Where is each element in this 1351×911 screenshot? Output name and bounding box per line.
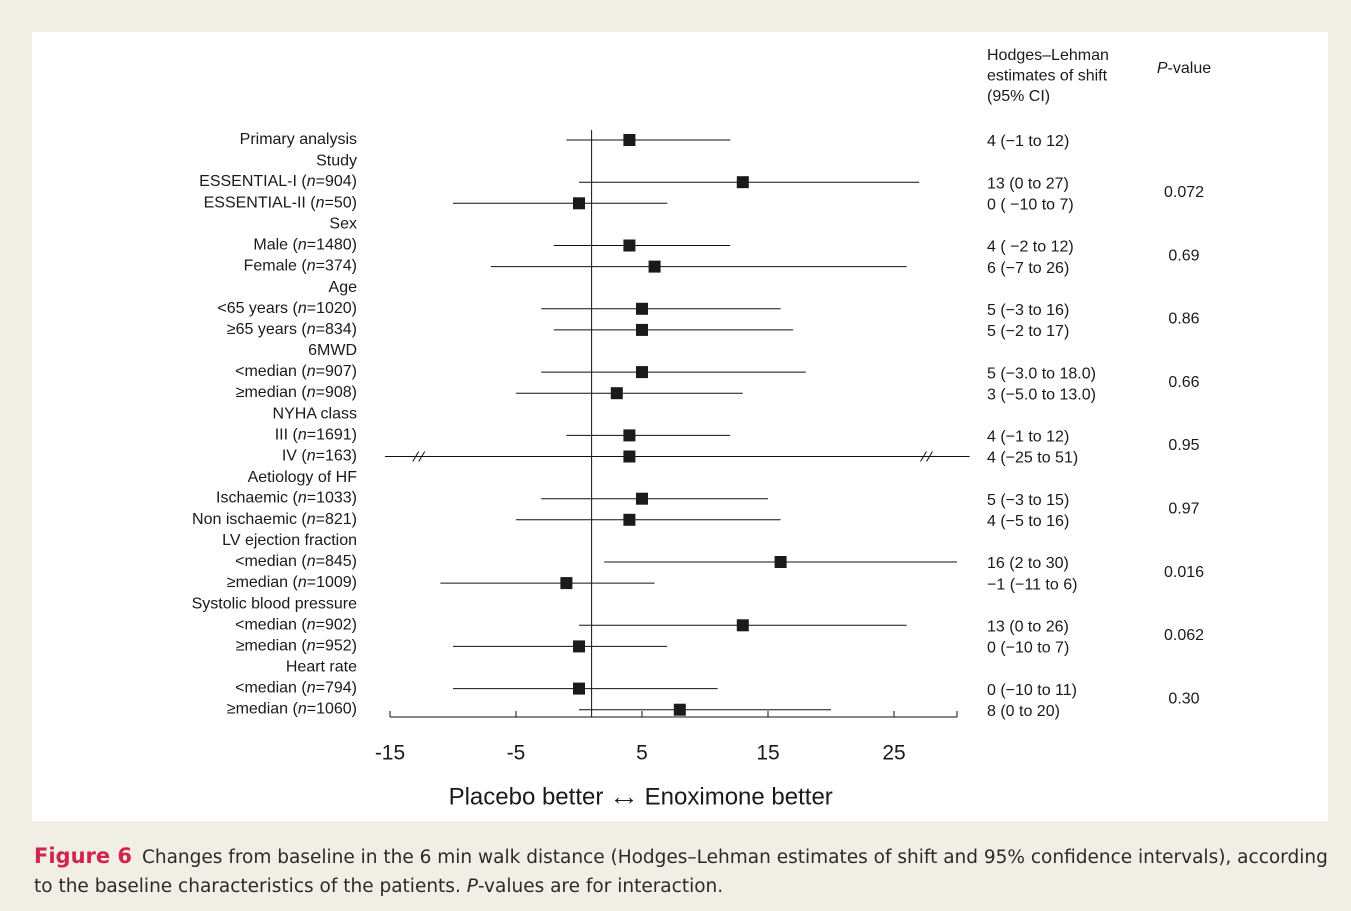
point-estimate bbox=[648, 260, 661, 273]
subgroup-header: Heart rate bbox=[286, 659, 357, 676]
row-label: <median (n=845) bbox=[235, 553, 357, 570]
row-label: III (n=1691) bbox=[275, 427, 357, 444]
estimate-text: 4 (−1 to 12) bbox=[987, 133, 1069, 150]
x-tick-label: -5 bbox=[507, 742, 526, 765]
x-tick-label: 25 bbox=[882, 742, 905, 765]
point-estimate bbox=[573, 640, 585, 653]
point-estimate bbox=[736, 619, 749, 632]
p-value: 0.86 bbox=[1168, 311, 1199, 328]
estimate-column-header: (95% CI) bbox=[987, 88, 1050, 105]
row-label: ≥median (n=952) bbox=[236, 638, 357, 655]
axis-break-mark bbox=[412, 451, 420, 462]
estimate-text: 0 ( −10 to 7) bbox=[987, 197, 1074, 214]
axis-break-mark bbox=[920, 451, 927, 462]
row-label: Male (n=1480) bbox=[253, 237, 357, 254]
p-value: 0.062 bbox=[1164, 627, 1204, 644]
point-estimate bbox=[623, 134, 636, 146]
row-label: ESSENTIAL-II (n=50) bbox=[204, 195, 357, 212]
estimate-column-header: Hodges–Lehman bbox=[987, 47, 1109, 64]
estimate-text: 3 (−5.0 to 13.0) bbox=[987, 386, 1096, 403]
point-estimate bbox=[573, 197, 585, 210]
row-label: ESSENTIAL-I (n=904) bbox=[199, 173, 357, 190]
row-label: Non ischaemic (n=821) bbox=[192, 511, 357, 528]
estimate-text: 5 (−3 to 15) bbox=[987, 492, 1069, 509]
row-label: <median (n=907) bbox=[235, 363, 357, 380]
estimate-text: 4 (−1 to 12) bbox=[987, 429, 1069, 446]
x-tick-label: -15 bbox=[375, 742, 405, 765]
axis-break-mark bbox=[926, 451, 933, 462]
subgroup-header: Systolic blood pressure bbox=[192, 595, 358, 612]
axis-break-mark bbox=[418, 451, 426, 462]
estimate-text: 5 (−3 to 16) bbox=[987, 302, 1069, 319]
row-label: ≥65 years (n=834) bbox=[227, 321, 357, 338]
row-label: <median (n=902) bbox=[235, 617, 357, 634]
p-value: 0.66 bbox=[1168, 374, 1199, 391]
estimate-text: 8 (0 to 20) bbox=[987, 703, 1060, 720]
row-label: ≥median (n=1009) bbox=[227, 574, 357, 591]
row-label: <median (n=794) bbox=[235, 680, 357, 697]
row-label: ≥median (n=908) bbox=[236, 384, 357, 401]
caption-text-1: Changes from baseline in the 6 min walk … bbox=[34, 847, 1328, 897]
estimate-text: 6 (−7 to 26) bbox=[987, 260, 1069, 277]
subgroup-header: NYHA class bbox=[273, 406, 357, 423]
estimate-text: 13 (0 to 26) bbox=[987, 619, 1069, 636]
point-estimate bbox=[573, 682, 585, 695]
point-estimate bbox=[673, 703, 686, 716]
p-value: 0.016 bbox=[1164, 564, 1204, 581]
estimate-text: 16 (2 to 30) bbox=[987, 555, 1069, 572]
row-label: IV (n=163) bbox=[282, 448, 357, 465]
point-estimate bbox=[623, 429, 636, 442]
figure-caption: Figure 6 Changes from baseline in the 6 … bbox=[34, 842, 1334, 901]
p-value: 0.97 bbox=[1168, 500, 1199, 517]
subgroup-header: Sex bbox=[329, 216, 357, 233]
forest-plot: Hodges–Lehman estimates of shift (95% CI) P… bbox=[192, 47, 1212, 810]
estimate-text: 5 (−3.0 to 18.0) bbox=[987, 365, 1096, 382]
point-estimate bbox=[636, 492, 648, 505]
subgroup-header: Aetiology of HF bbox=[248, 469, 358, 486]
caption-p-italic: P bbox=[466, 876, 478, 897]
estimate-text: 13 (0 to 27) bbox=[987, 175, 1069, 192]
row-label: <65 years (n=1020) bbox=[217, 300, 357, 317]
estimate-text: 4 (−5 to 16) bbox=[987, 513, 1069, 530]
point-estimate bbox=[636, 366, 648, 379]
estimate-text: 0 (−10 to 11) bbox=[987, 682, 1077, 699]
point-estimate bbox=[560, 577, 573, 590]
subgroup-header: Age bbox=[329, 279, 358, 296]
point-estimate bbox=[623, 239, 636, 252]
p-value: 0.95 bbox=[1168, 437, 1199, 454]
estimate-text: −1 (−11 to 6) bbox=[987, 576, 1077, 593]
row-label: Female (n=374) bbox=[244, 258, 357, 275]
estimate-text: 4 (−25 to 51) bbox=[987, 450, 1078, 467]
point-estimate bbox=[736, 176, 749, 189]
estimate-text: 0 (−10 to 7) bbox=[987, 640, 1069, 657]
estimate-column-header: estimates of shift bbox=[987, 68, 1108, 85]
row-label: Ischaemic (n=1033) bbox=[216, 490, 357, 507]
estimate-text: 4 ( −2 to 12) bbox=[987, 239, 1074, 256]
point-estimate bbox=[636, 323, 648, 336]
p-value: 0.69 bbox=[1168, 247, 1199, 264]
subgroup-header: Study bbox=[316, 152, 357, 169]
p-value: 0.072 bbox=[1164, 184, 1204, 201]
x-label-right: → Enoximone better bbox=[614, 783, 833, 810]
p-value-column-header: P-value bbox=[1157, 60, 1211, 77]
x-tick-label: 5 bbox=[636, 742, 648, 765]
figure-panel: Hodges–Lehman estimates of shift (95% CI) P… bbox=[32, 32, 1328, 821]
row-label: ≥median (n=1060) bbox=[227, 701, 357, 718]
p-value: 0.30 bbox=[1168, 690, 1199, 707]
caption-text-2: -values are for interaction. bbox=[477, 876, 724, 897]
point-estimate bbox=[623, 513, 636, 526]
estimate-text: 5 (−2 to 17) bbox=[987, 323, 1069, 340]
point-estimate bbox=[623, 450, 636, 463]
point-estimate bbox=[774, 556, 787, 568]
subgroup-header: LV ejection fraction bbox=[222, 532, 357, 549]
point-estimate bbox=[636, 302, 648, 315]
row-label: Primary analysis bbox=[240, 131, 357, 148]
figure-label: Figure 6 bbox=[34, 844, 133, 868]
subgroup-header: 6MWD bbox=[308, 342, 357, 359]
x-tick-label: 15 bbox=[756, 742, 779, 765]
point-estimate bbox=[610, 387, 623, 400]
x-label-left: Placebo better ← bbox=[449, 783, 634, 810]
